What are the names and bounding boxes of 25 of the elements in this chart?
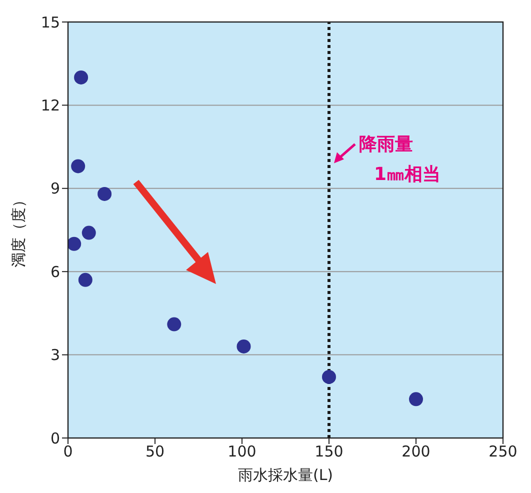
y-axis-title: 濁度（度） (9, 192, 28, 268)
point (68, 236, 82, 251)
point (98, 186, 112, 201)
x-axis-title: 雨水採水量(L) (238, 466, 334, 484)
x-tick-label: 250 (488, 442, 518, 461)
y-tick-label: 6 (50, 262, 60, 281)
point (82, 226, 96, 240)
point (78, 272, 92, 287)
x-tick-label: 50 (145, 442, 165, 461)
y-tick-label: 3 (50, 346, 60, 364)
y-tick-label: 15 (40, 13, 60, 32)
point (71, 159, 86, 174)
point (74, 70, 88, 84)
y-tick-label: 0 (50, 429, 60, 448)
x-tick-label: 0 (63, 442, 73, 461)
point (409, 392, 423, 406)
point (167, 317, 182, 332)
y-tick-label: 9 (50, 180, 60, 198)
y-tick-label: 12 (40, 96, 60, 115)
point (322, 370, 336, 384)
x-tick-label: 200 (402, 442, 430, 461)
annotation: 降雨量 1㎜相当 (359, 134, 441, 186)
x-tick-label: 100 (228, 442, 256, 461)
x-tick-label: 150 (314, 442, 344, 461)
point (236, 339, 251, 354)
